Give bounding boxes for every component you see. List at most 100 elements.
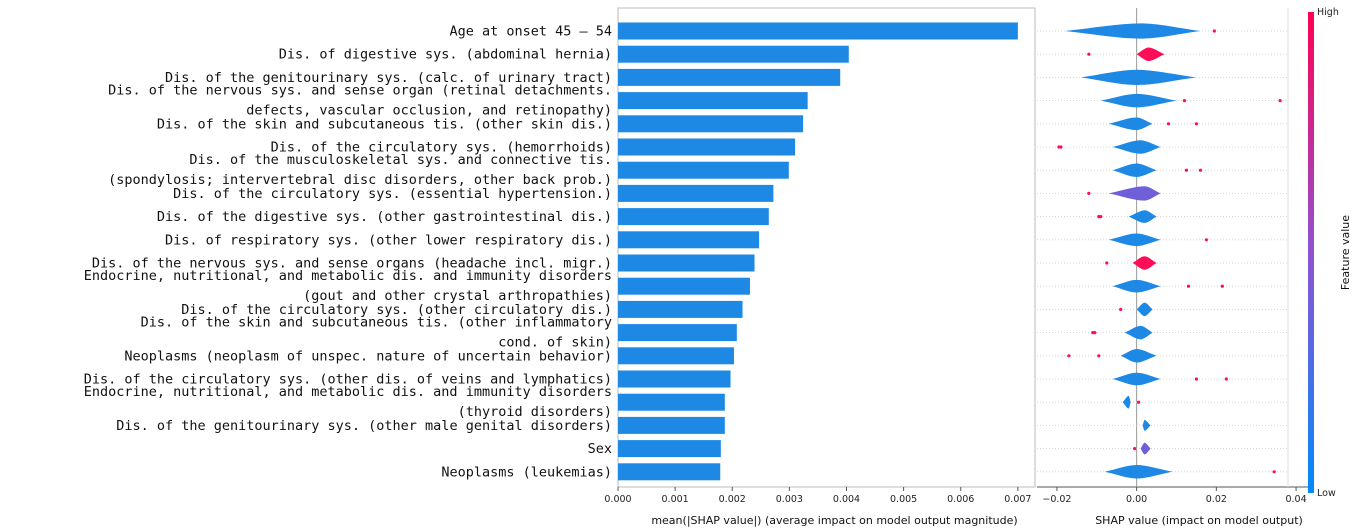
bar (618, 138, 796, 156)
bar (618, 115, 804, 133)
outlier-point (1182, 99, 1187, 103)
x-tick-label: 0.006 (947, 494, 974, 505)
x-tick-label: 0.001 (662, 494, 689, 505)
bar (618, 347, 734, 365)
feature-label: (thyroid disorders) (458, 404, 612, 420)
outlier-point (1224, 377, 1228, 381)
feature-label: Neoplasms (leukemias) (441, 464, 612, 480)
violin (1108, 233, 1161, 247)
outlier-point (1097, 215, 1101, 219)
violin (1112, 372, 1161, 386)
feature-label: Dis. of the musculoskeletal sys. and con… (189, 152, 612, 168)
x-tick-label: 0.005 (890, 494, 917, 505)
bar (618, 161, 789, 179)
x-tick-label: 0.003 (776, 494, 803, 505)
violin (1108, 117, 1153, 131)
bar (618, 324, 737, 342)
bar (618, 184, 774, 202)
x-tick-label: −0.02 (1042, 494, 1071, 505)
feature-label: Dis. of the skin and subcutaneous tis. (… (157, 116, 612, 132)
feature-label: Dis. of the nervous sys. and sense organ… (92, 256, 612, 272)
feature-label: Dis. of the genitourinary sys. (calc. of… (165, 70, 612, 86)
feature-label: Endocrine, nutritional, and metabolic di… (84, 268, 612, 284)
bar (618, 254, 755, 272)
violin (1100, 93, 1177, 108)
violin (1112, 279, 1161, 293)
outlier-point (1097, 354, 1101, 358)
outlier-point (1204, 238, 1208, 242)
x-tick-label: 0.04 (1285, 494, 1306, 505)
bar (618, 370, 731, 388)
outlier-point (1212, 29, 1216, 33)
outlier-point (1067, 354, 1071, 358)
violin (1064, 23, 1201, 39)
bar-x-axis-title: mean(|SHAP value|) (average impact on mo… (651, 514, 1017, 527)
violin-x-axis-title: SHAP value (impact on model output) (1095, 514, 1303, 527)
bar (618, 416, 725, 434)
outlier-point (1093, 331, 1097, 335)
bar (618, 277, 750, 295)
feature-label: Neoplasms (neoplasm of unspec. nature of… (124, 348, 612, 364)
bar (618, 45, 849, 63)
colorbar-bar (1308, 12, 1314, 493)
violin (1112, 140, 1161, 154)
feature-label: (gout and other crystal arthropathies) (303, 288, 612, 304)
bar (618, 208, 769, 226)
outlier-point (1272, 470, 1276, 474)
violin (1108, 186, 1161, 201)
x-tick-label: 0.002 (719, 494, 746, 505)
colorbar-title: Feature value (1339, 215, 1352, 290)
outlier-point (1220, 284, 1224, 288)
feature-label: Dis. of the circulatory sys. (other dis.… (84, 372, 612, 388)
violin (1120, 349, 1157, 363)
bar (618, 92, 808, 110)
feature-label: Dis. of the circulatory sys. (other circ… (181, 302, 612, 318)
colorbar-low-label: Low (1317, 488, 1336, 499)
outlier-point (1087, 52, 1091, 56)
violin (1080, 69, 1197, 86)
outlier-point (1186, 284, 1191, 288)
outlier-point (1119, 307, 1123, 311)
bar (618, 300, 743, 318)
x-tick-label: 0.00 (1126, 494, 1147, 505)
bar (618, 231, 760, 249)
outlier-point (1137, 400, 1141, 404)
x-tick-label: 0.02 (1206, 494, 1227, 505)
feature-label: Dis. of the digestive sys. (other gastro… (157, 209, 612, 225)
x-tick-label: 0.004 (833, 494, 860, 505)
outlier-point (1133, 447, 1137, 451)
violin (1104, 465, 1173, 479)
feature-label: Dis. of the circulatory sys. (essential … (173, 186, 612, 202)
bar-panel: Age at onset 45 – 54 Dis. of digestive sy… (84, 7, 1036, 527)
feature-label: Dis. of the circulatory sys. (hemorrhoid… (271, 140, 612, 156)
bar (618, 440, 721, 458)
violin (1128, 210, 1157, 223)
violin (1140, 442, 1151, 455)
violin (1112, 163, 1157, 177)
bar (618, 463, 721, 481)
outlier-point (1087, 191, 1091, 195)
x-tick-label: 0.007 (1004, 494, 1031, 505)
feature-label: (spondylosis; intervertebral disc disord… (108, 172, 612, 188)
bar (618, 393, 725, 411)
x-tick-label: 0.000 (604, 494, 631, 505)
violin (1122, 395, 1131, 409)
feature-label: Dis. of the skin and subcutaneous tis. (… (141, 315, 612, 331)
outlier-point (1166, 122, 1171, 126)
violin (1136, 302, 1153, 317)
bar (618, 68, 841, 86)
violin (1136, 47, 1165, 61)
feature-label: Age at onset 45 – 54 (449, 24, 612, 40)
bar (618, 22, 1018, 40)
outlier-point (1194, 122, 1199, 126)
feature-label: defects, vascular occlusion, and retinop… (246, 103, 612, 119)
colorbar-high-label: High (1317, 7, 1339, 18)
colorbar: High Low Feature value (1308, 7, 1352, 499)
outlier-point (1198, 168, 1203, 172)
feature-label: Sex (588, 441, 612, 457)
feature-label: Dis. of digestive sys. (abdominal hernia… (279, 47, 612, 63)
feature-label: Endocrine, nutritional, and metabolic di… (84, 384, 612, 400)
violin-panel: −0.02 0.00 0.02 0.04 SHAP value (impact on m… (1037, 8, 1312, 527)
violin (1142, 420, 1151, 431)
